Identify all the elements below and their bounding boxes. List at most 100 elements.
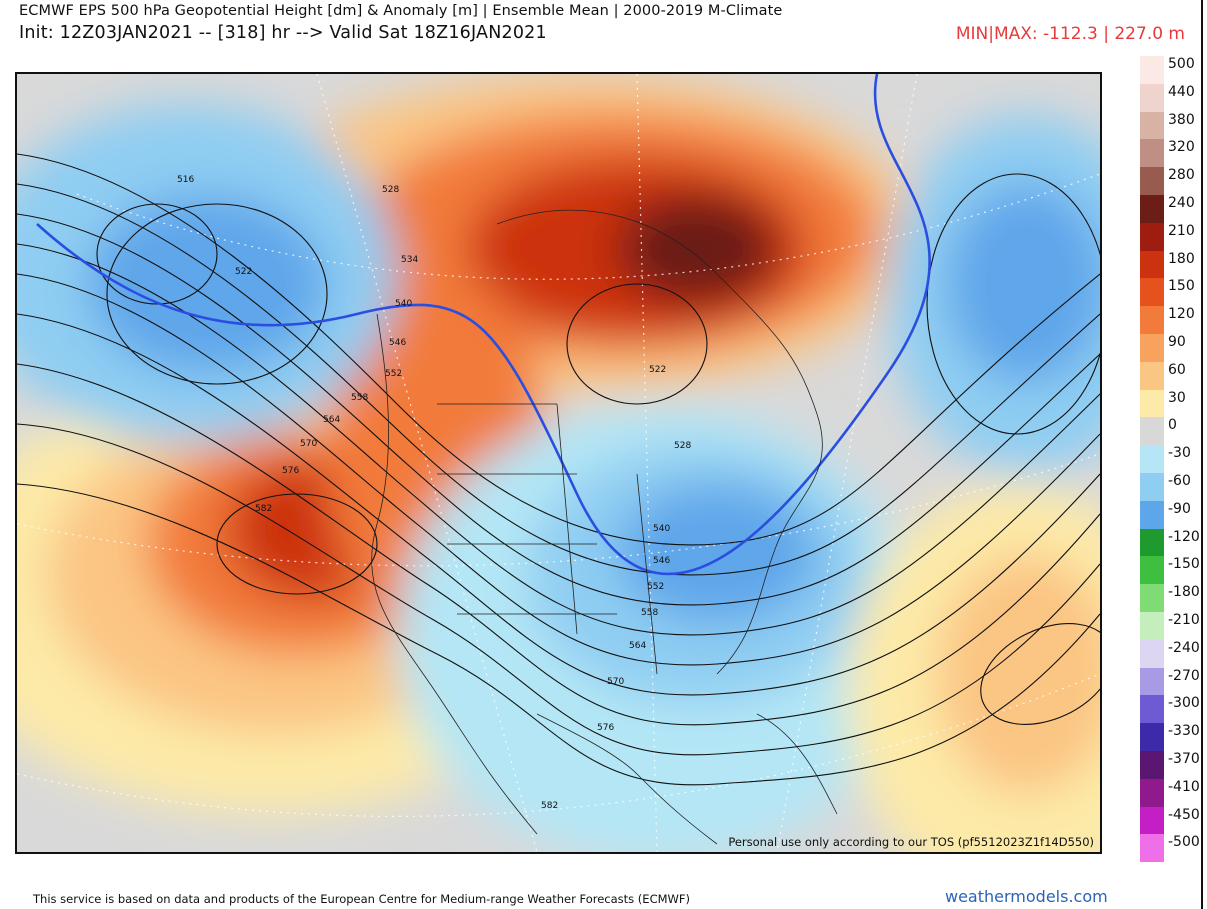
legend-swatch [1140, 56, 1164, 84]
legend-item: -410 [1140, 778, 1207, 807]
svg-text:582: 582 [541, 801, 558, 811]
map-title: ECMWF EPS 500 hPa Geopotential Height [d… [19, 3, 783, 19]
legend-label: -240 [1168, 639, 1200, 656]
legend-swatch [1140, 306, 1164, 334]
legend-swatch [1140, 723, 1164, 751]
legend-item: -150 [1140, 556, 1207, 585]
height-contours [17, 153, 1100, 786]
svg-text:552: 552 [385, 369, 402, 379]
legend-swatch [1140, 472, 1164, 501]
legend-swatch [1140, 361, 1164, 390]
legend-swatch [1140, 834, 1164, 863]
legend-swatch [1140, 667, 1164, 696]
anomaly-field [17, 74, 1100, 852]
legend-swatch [1140, 111, 1164, 140]
legend-label: -60 [1168, 472, 1191, 489]
svg-text:522: 522 [235, 267, 252, 277]
legend-item: -450 [1140, 806, 1207, 835]
svg-text:552: 552 [647, 582, 664, 592]
legend-item: 280 [1140, 167, 1207, 195]
legend-label: -120 [1168, 528, 1200, 545]
legend-item: 180 [1140, 250, 1207, 279]
legend-swatch [1140, 556, 1164, 585]
legend-item: -240 [1140, 639, 1207, 668]
legend-item: -90 [1140, 500, 1207, 529]
map-canvas: 516 522 528 534 540 546 552 558 564 570 … [17, 74, 1100, 852]
legend-label: -500 [1168, 834, 1200, 851]
svg-text:528: 528 [382, 185, 399, 195]
legend-item: 30 [1140, 389, 1207, 418]
legend-item: -330 [1140, 723, 1207, 751]
legend-label: 210 [1168, 222, 1195, 239]
legend-item: 500 [1140, 56, 1207, 84]
legend-label: 180 [1168, 250, 1195, 267]
site-link[interactable]: weathermodels.com [945, 887, 1108, 906]
legend-swatch [1140, 500, 1164, 529]
right-divider [1201, 0, 1203, 909]
svg-text:522: 522 [649, 365, 666, 375]
svg-text:516: 516 [177, 175, 194, 185]
graticule [17, 74, 1100, 852]
legend-item: -30 [1140, 445, 1207, 473]
legend-swatch [1140, 417, 1164, 446]
legend-item: 150 [1140, 278, 1207, 307]
legend-swatch [1140, 750, 1164, 779]
color-legend: 500 440 380 320 280 240 210 180 150 120 90 60 30 0 -30… [1140, 56, 1207, 863]
legend-label: 0 [1168, 417, 1177, 434]
legend-label: -30 [1168, 445, 1191, 462]
legend-swatch [1140, 222, 1164, 251]
legend-item: 320 [1140, 139, 1207, 168]
contour-labels: 516 522 528 534 540 546 552 558 564 570 … [177, 175, 691, 811]
map-panel: 516 522 528 534 540 546 552 558 564 570 … [15, 72, 1102, 854]
svg-text:558: 558 [351, 393, 368, 403]
legend-item: -300 [1140, 695, 1207, 724]
legend-item: 60 [1140, 361, 1207, 390]
svg-text:576: 576 [282, 466, 299, 476]
legend-label: -450 [1168, 806, 1200, 823]
legend-item: 440 [1140, 83, 1207, 112]
legend-label: 60 [1168, 361, 1186, 378]
legend-item: 90 [1140, 333, 1207, 362]
legend-label: -370 [1168, 750, 1200, 767]
legend-item: -270 [1140, 667, 1207, 696]
legend-label: -410 [1168, 778, 1200, 795]
legend-swatch [1140, 167, 1164, 195]
legend-swatch [1140, 389, 1164, 418]
legend-swatch [1140, 194, 1164, 223]
legend-swatch [1140, 528, 1164, 557]
legend-swatch [1140, 139, 1164, 168]
legend-label: 280 [1168, 167, 1195, 184]
legend-label: 320 [1168, 139, 1195, 156]
legend-label: 440 [1168, 83, 1195, 100]
legend-item: -370 [1140, 750, 1207, 779]
svg-text:582: 582 [255, 504, 272, 514]
legend-label: -150 [1168, 556, 1200, 573]
coastlines [371, 209, 838, 845]
svg-text:576: 576 [597, 723, 614, 733]
svg-text:558: 558 [641, 608, 658, 618]
legend-label: 120 [1168, 306, 1195, 323]
svg-text:570: 570 [607, 677, 624, 687]
legend-item: -180 [1140, 584, 1207, 612]
legend-item: -210 [1140, 611, 1207, 640]
svg-text:564: 564 [629, 641, 646, 651]
legend-swatch [1140, 584, 1164, 612]
legend-label: -300 [1168, 695, 1200, 712]
legend-label: -180 [1168, 584, 1200, 601]
legend-label: -90 [1168, 500, 1191, 517]
min-max-readout: MIN|MAX: -112.3 | 227.0 m [955, 24, 1185, 44]
legend-label: 500 [1168, 56, 1195, 72]
svg-text:540: 540 [653, 524, 670, 534]
legend-swatch [1140, 611, 1164, 640]
legend-item: -120 [1140, 528, 1207, 557]
legend-swatch [1140, 278, 1164, 307]
legend-item: 0 [1140, 417, 1207, 446]
legend-label: -330 [1168, 723, 1200, 740]
svg-text:570: 570 [300, 439, 317, 449]
legend-item: -60 [1140, 472, 1207, 501]
legend-label: 90 [1168, 333, 1186, 350]
tos-notice: Personal use only according to our TOS (… [728, 835, 1094, 849]
blue-540-contour [36, 74, 931, 576]
legend-label: 380 [1168, 111, 1195, 128]
legend-swatch [1140, 333, 1164, 362]
